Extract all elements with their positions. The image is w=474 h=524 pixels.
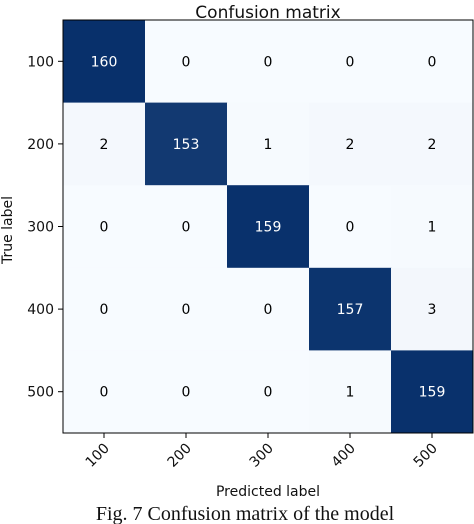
- x-tick-label: 200: [165, 441, 195, 471]
- cell-value-label: 0: [100, 385, 109, 401]
- cell-value-label: 0: [182, 54, 191, 70]
- cell-value-label: 153: [173, 137, 200, 153]
- cell-value-label: 0: [100, 302, 109, 318]
- cell-value-label: 3: [428, 302, 437, 318]
- cell-value-label: 1: [264, 137, 273, 153]
- cell-value-label: 1: [428, 220, 437, 236]
- heatmap-cell: [391, 185, 474, 269]
- cell-value-label: 0: [182, 302, 191, 318]
- cell-value-label: 159: [419, 385, 446, 401]
- heatmap-cell: [227, 350, 310, 434]
- cell-value-label: 159: [255, 220, 282, 236]
- cell-value-label: 0: [100, 220, 109, 236]
- heatmap-cell: [391, 102, 474, 186]
- cell-value-label: 160: [91, 54, 118, 70]
- x-axis-ticks: 100 200 300 400 500: [83, 433, 441, 471]
- chart-title: Confusion matrix: [195, 3, 340, 23]
- heatmap-cell: [63, 20, 146, 104]
- heatmap-cells: [63, 20, 474, 434]
- cell-value-label: 0: [428, 54, 437, 70]
- heatmap-cell: [391, 350, 474, 434]
- x-tick-label: 400: [329, 441, 359, 471]
- heatmap-cell: [227, 102, 310, 186]
- heatmap-cell: [309, 267, 392, 351]
- cell-value-label: 0: [346, 220, 355, 236]
- heatmap-cell: [145, 350, 228, 434]
- heatmap-cell: [145, 102, 228, 186]
- heatmap-cell: [309, 185, 392, 269]
- heatmap-cell: [227, 185, 310, 269]
- cell-value-label: 157: [337, 302, 364, 318]
- y-axis-ticks: 100 200 300 400 500: [27, 54, 63, 401]
- x-tick-label: 500: [411, 441, 441, 471]
- heatmap-cell: [227, 267, 310, 351]
- y-tick-label: 500: [27, 385, 54, 401]
- cell-value-label: 0: [264, 302, 273, 318]
- heatmap-cell: [309, 350, 392, 434]
- y-axis-label: True label: [0, 196, 16, 265]
- heatmap-cell-labels: 160 0 0 0 0 2 153 1 2 2 0 0 159 0 1 0 0 0 157 3 0 0 0 1 159: [91, 54, 446, 400]
- y-tick-label: 100: [27, 54, 54, 70]
- heatmap-cell: [145, 20, 228, 104]
- heatmap-cell: [63, 267, 146, 351]
- heatmap-cell: [145, 185, 228, 269]
- cell-value-label: 0: [182, 220, 191, 236]
- y-tick-label: 300: [27, 220, 54, 236]
- cell-value-label: 0: [182, 385, 191, 401]
- cell-value-label: 2: [346, 137, 355, 153]
- x-tick-label: 100: [83, 441, 113, 471]
- heatmap-cell: [227, 20, 310, 104]
- cell-value-label: 0: [264, 385, 273, 401]
- heatmap-cell: [145, 267, 228, 351]
- y-tick-label: 200: [27, 137, 54, 153]
- heatmap-cell: [391, 20, 474, 104]
- cell-value-label: 2: [100, 137, 109, 153]
- figure-caption: Fig. 7 Confusion matrix of the model: [96, 503, 395, 524]
- x-tick-label: 300: [247, 441, 277, 471]
- cell-value-label: 2: [428, 137, 437, 153]
- heatmap-cell: [391, 267, 474, 351]
- cell-value-label: 0: [346, 54, 355, 70]
- cell-value-label: 0: [264, 54, 273, 70]
- heatmap-cell: [309, 102, 392, 186]
- heatmap-cell: [63, 185, 146, 269]
- heatmap-cell: [63, 102, 146, 186]
- heatmap-cell: [309, 20, 392, 104]
- y-tick-label: 400: [27, 302, 54, 318]
- x-axis-label: Predicted label: [216, 484, 320, 500]
- cell-value-label: 1: [346, 385, 355, 401]
- heatmap-cell: [63, 350, 146, 434]
